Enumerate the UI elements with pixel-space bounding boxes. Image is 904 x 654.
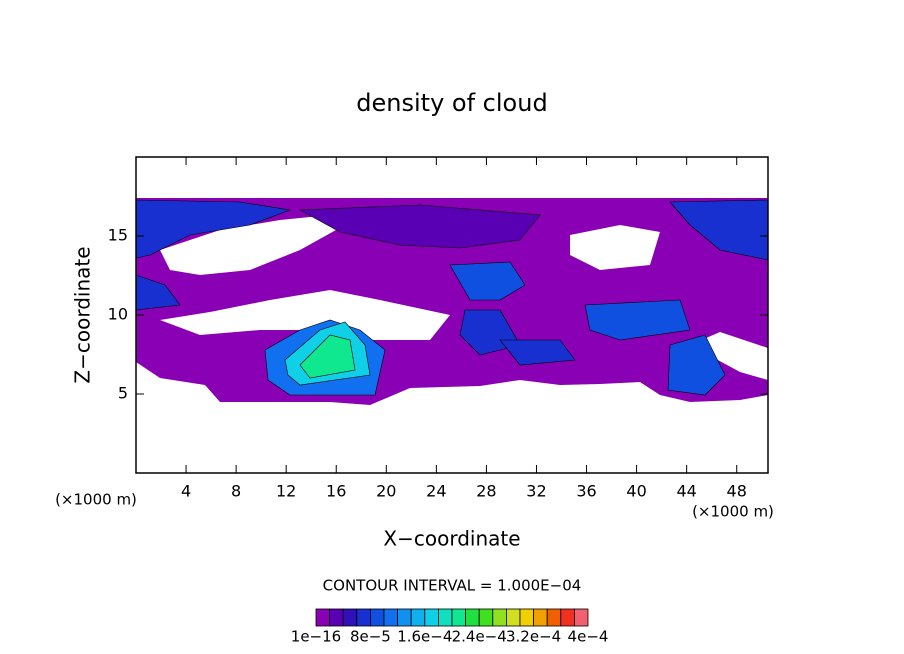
x-unit-label: (×1000 m) [692, 503, 774, 521]
x-tick-label: 48 [727, 482, 747, 501]
x-tick-label: 28 [476, 482, 496, 501]
contour-interval: CONTOUR INTERVAL = 1.000E−04 [323, 577, 582, 595]
colorbar-cell [437, 608, 453, 627]
colorbar-cell [505, 608, 521, 627]
colorbar-cell [519, 608, 535, 627]
colorbar-label: 1.6e−4 [397, 628, 452, 646]
chart-title: density of cloud [356, 89, 547, 117]
colorbar-cell [560, 608, 575, 627]
contour-gap [570, 225, 660, 270]
colorbar-label: 4e−4 [568, 628, 609, 646]
colorbar-label: 2.4e−4 [452, 628, 507, 646]
colorbar-cell [451, 608, 467, 627]
x-tick-label: 44 [676, 482, 696, 501]
contour-gap [160, 290, 450, 340]
contour-region [449, 261, 526, 301]
x-tick-label: 20 [376, 482, 396, 501]
colorbar-cell [397, 608, 412, 627]
contour-region [667, 334, 726, 396]
colorbar-label: 1e−16 [291, 628, 341, 646]
colorbar-cell [329, 608, 344, 627]
colorbar-cell [424, 608, 439, 627]
colorbar-cell [315, 608, 331, 627]
x-tick-label: 32 [526, 482, 546, 501]
contour-region [584, 299, 691, 341]
contour-gap [160, 215, 345, 275]
contour-region [669, 199, 769, 261]
colorbar-cell [465, 608, 480, 627]
colorbar-cell [369, 608, 385, 627]
x-axis-label: X−coordinate [383, 527, 520, 551]
colorbar-cell [546, 608, 562, 627]
contour-region [298, 204, 541, 249]
x-unit-label: (×1000 m) [55, 491, 137, 509]
colorbar-cell [492, 608, 507, 627]
colorbar-label: 3.2e−4 [506, 628, 561, 646]
contour-region [499, 339, 576, 366]
x-tick-label: 16 [326, 482, 346, 501]
colorbar-cell [342, 608, 358, 627]
contour-region [299, 334, 356, 379]
y-tick-label: 10 [108, 305, 128, 324]
colorbar-cell [410, 608, 426, 627]
y-tick-label: 5 [118, 384, 128, 403]
colorbar-label: 8e−5 [350, 628, 391, 646]
colorbar-cell [574, 608, 589, 627]
x-tick-label: 40 [626, 482, 646, 501]
contour-region [135, 199, 292, 259]
colorbar-cell [356, 608, 371, 627]
colorbar-cell [533, 608, 548, 627]
x-tick-label: 4 [181, 482, 191, 501]
colorbar-cell [383, 608, 399, 627]
colorbar-cell [478, 608, 494, 627]
y-tick-label: 15 [108, 226, 128, 245]
y-axis-label: Z−coordinate [71, 246, 95, 383]
x-tick-label: 12 [276, 482, 296, 501]
x-tick-label: 36 [576, 482, 596, 501]
x-tick-label: 8 [231, 482, 241, 501]
x-tick-label: 24 [426, 482, 446, 501]
